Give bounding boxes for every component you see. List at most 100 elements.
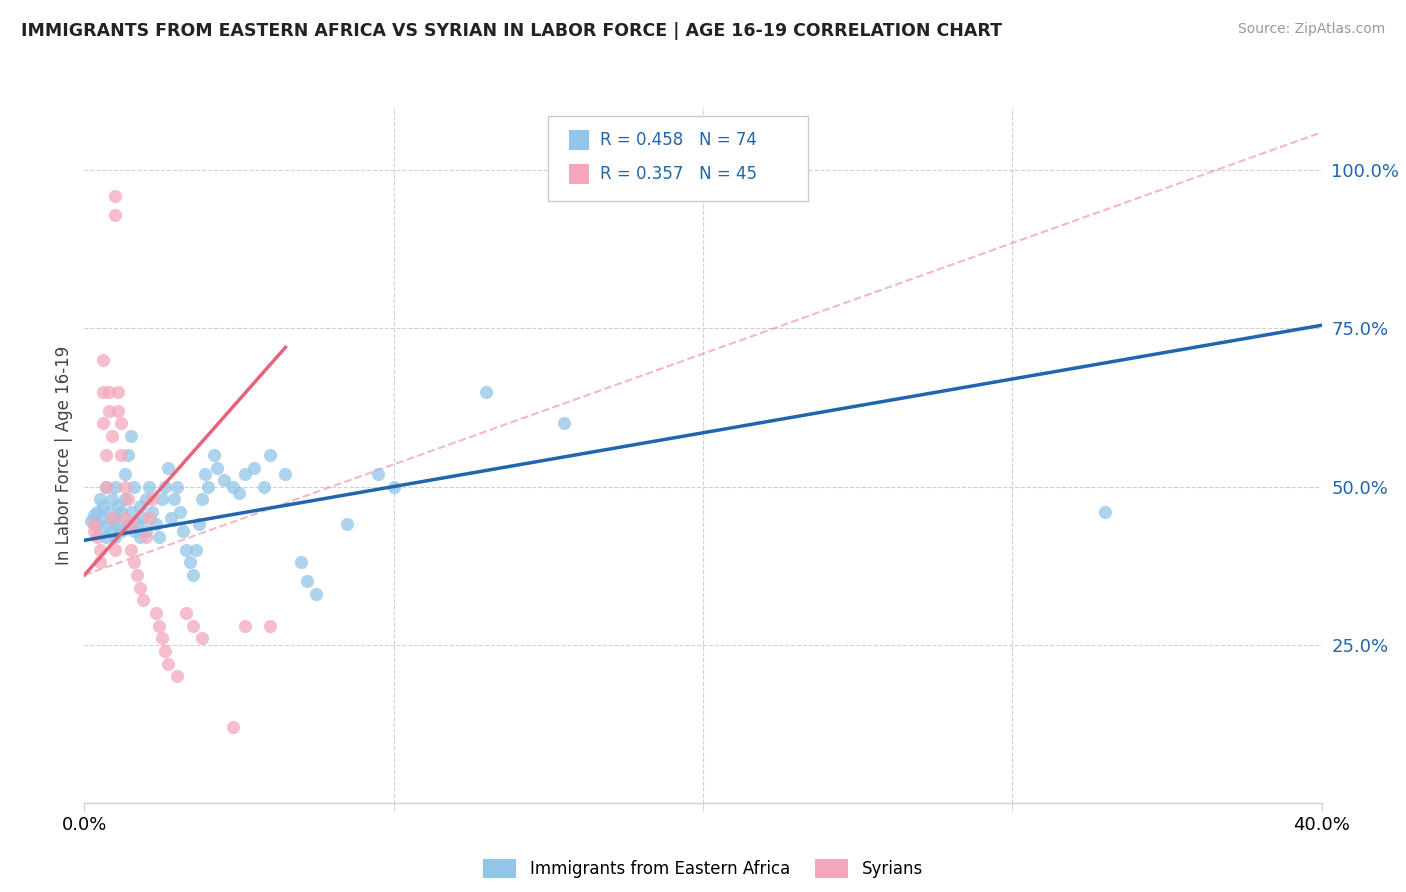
Point (233, 618, 256, 632)
Point (222, 479, 245, 493)
Point (191, 492, 214, 507)
Point (122, 556, 145, 570)
Point (129, 530, 152, 544)
Point (156, 460, 179, 475)
Point (145, 517, 167, 532)
Point (336, 517, 359, 532)
Point (129, 499, 152, 513)
Point (141, 505, 163, 519)
Point (104, 188, 127, 202)
Point (94, 530, 117, 544)
Point (114, 511, 136, 525)
Point (129, 581, 152, 595)
Point (107, 499, 129, 513)
Point (104, 208, 127, 222)
Point (104, 542, 127, 557)
Point (475, 384, 498, 399)
Point (305, 587, 328, 601)
Point (83, 508, 105, 522)
Point (98, 384, 121, 399)
Point (197, 479, 219, 493)
Point (202, 448, 225, 462)
Point (107, 403, 129, 417)
Point (150, 492, 173, 507)
Point (91, 353, 114, 368)
Point (122, 479, 145, 493)
Point (148, 618, 170, 632)
Point (176, 542, 198, 557)
Point (176, 606, 198, 620)
Point (135, 492, 157, 507)
Point (107, 384, 129, 399)
Point (120, 505, 142, 519)
Point (120, 517, 142, 532)
Point (125, 517, 148, 532)
Point (104, 530, 127, 544)
Point (79, 514, 101, 528)
Point (212, 473, 235, 487)
Point (179, 556, 201, 570)
Point (274, 467, 297, 481)
Point (91, 384, 114, 399)
Point (222, 720, 245, 734)
Point (1094, 505, 1116, 519)
Point (253, 479, 276, 493)
Point (120, 429, 142, 443)
Point (94, 479, 117, 493)
Point (166, 479, 188, 493)
Point (101, 429, 124, 443)
Point (89, 492, 111, 507)
Point (114, 467, 136, 481)
Point (132, 593, 155, 607)
Point (148, 530, 170, 544)
Point (83, 524, 105, 538)
Point (98, 517, 121, 532)
Point (101, 524, 124, 538)
Point (295, 574, 318, 589)
Point (117, 517, 139, 532)
Point (110, 448, 132, 462)
Point (228, 486, 250, 500)
Point (153, 479, 176, 493)
Point (243, 460, 266, 475)
Text: Source: ZipAtlas.com: Source: ZipAtlas.com (1237, 22, 1385, 37)
Point (101, 511, 124, 525)
Point (104, 511, 127, 525)
Point (138, 511, 160, 525)
Point (194, 467, 217, 481)
Point (169, 505, 191, 519)
Point (367, 467, 389, 481)
Point (89, 556, 111, 570)
Text: IMMIGRANTS FROM EASTERN AFRICA VS SYRIAN IN LABOR FORCE | AGE 16-19 CORRELATION : IMMIGRANTS FROM EASTERN AFRICA VS SYRIAN… (21, 22, 1002, 40)
Point (117, 448, 139, 462)
Point (135, 524, 157, 538)
Point (107, 517, 129, 532)
Point (114, 492, 136, 507)
Point (153, 644, 176, 658)
Text: R = 0.357   N = 45: R = 0.357 N = 45 (600, 165, 758, 183)
Point (191, 632, 214, 646)
Point (91, 499, 114, 513)
Point (104, 479, 127, 493)
Point (184, 542, 207, 557)
Y-axis label: In Labor Force | Age 16-19: In Labor Force | Age 16-19 (55, 345, 73, 565)
Point (156, 657, 179, 671)
Point (166, 669, 188, 683)
Point (145, 606, 167, 620)
Point (122, 524, 145, 538)
Point (181, 618, 204, 632)
Point (86, 505, 108, 519)
Point (110, 505, 132, 519)
Point (98, 403, 121, 417)
Point (86, 517, 108, 532)
Point (101, 492, 124, 507)
Point (120, 542, 142, 557)
Point (259, 618, 281, 632)
Point (110, 417, 132, 431)
Point (94, 448, 117, 462)
Point (110, 524, 132, 538)
Point (91, 511, 114, 525)
Point (207, 460, 229, 475)
Point (382, 479, 405, 493)
Point (98, 505, 121, 519)
